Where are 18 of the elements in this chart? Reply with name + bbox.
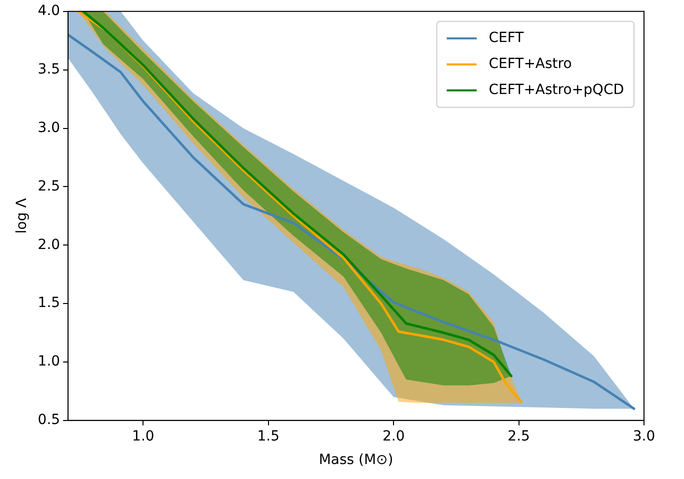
y-tick-label: 2.0 xyxy=(38,236,60,253)
y-tick-label: 0.5 xyxy=(38,412,60,428)
y-tick-label: 3.0 xyxy=(38,120,60,136)
x-axis-title: Mass (M⊙) xyxy=(318,452,394,468)
y-axis-title: log Λ xyxy=(14,198,30,234)
legend-label: CEFT+Astro xyxy=(488,56,572,72)
x-tick-label: 2.0 xyxy=(382,428,405,444)
x-tick-label: 1.0 xyxy=(132,428,154,444)
y-tick-label: 1.5 xyxy=(38,295,60,312)
x-tick-label: 1.5 xyxy=(257,428,280,444)
x-tick-label: 3.0 xyxy=(632,428,656,444)
y-tick-label: 1.0 xyxy=(38,354,60,370)
y-tick-label: 4.0 xyxy=(38,3,60,20)
x-tick-label: 2.5 xyxy=(508,428,530,444)
legend-label: CEFT xyxy=(488,30,524,46)
legend-label: CEFT+Astro+pQCD xyxy=(488,82,624,98)
y-tick-label: 2.5 xyxy=(38,178,60,194)
y-tick-label: 3.5 xyxy=(38,61,60,78)
